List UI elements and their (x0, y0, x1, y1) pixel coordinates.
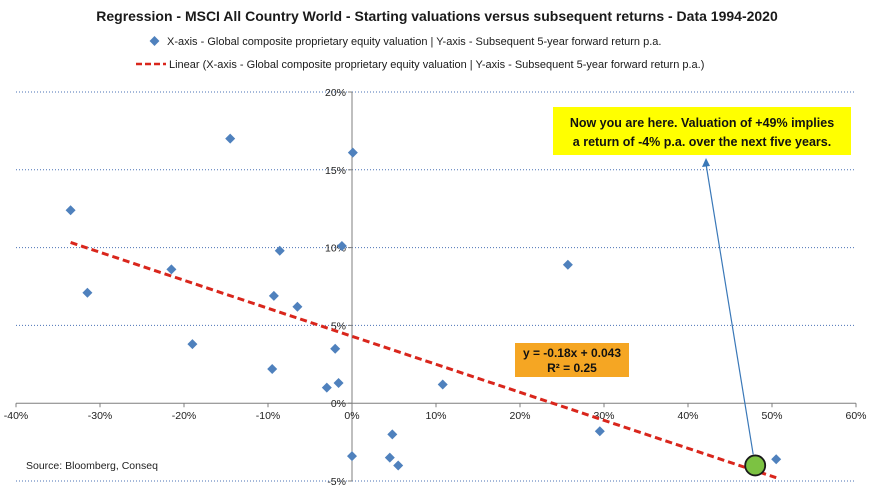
y-tick-label: 20% (325, 87, 346, 99)
x-tick-labels: -40% -30% -20% -10% 0% 10% 20% 30% 40% 50% 60% (4, 410, 867, 422)
data-point (562, 259, 573, 270)
x-tick-label: 10% (425, 410, 446, 422)
arrow-head (702, 158, 710, 167)
data-point (65, 205, 76, 216)
chart-title: Regression - MSCI All Country World - St… (96, 8, 778, 24)
current-position-circle (744, 454, 767, 477)
equation-box: y = -0.18x + 0.043 R² = 0.25 (515, 343, 629, 377)
equation-box-bg (515, 343, 629, 377)
data-point (387, 429, 398, 440)
current-position-marker (744, 454, 767, 477)
data-point (333, 377, 344, 388)
data-point (267, 363, 278, 374)
data-point (330, 343, 341, 354)
data-point (82, 287, 93, 298)
callout-line-2: a return of -4% p.a. over the next five … (573, 135, 831, 149)
data-points (65, 133, 782, 471)
legend-scatter-marker (149, 36, 160, 46)
x-tick-label: -30% (88, 410, 113, 422)
data-point (292, 301, 303, 312)
gridlines (16, 91, 856, 482)
trendline-path (70, 241, 777, 480)
data-point (268, 290, 279, 301)
data-point (336, 241, 347, 252)
data-point (594, 426, 605, 437)
x-tick-label: -10% (256, 410, 281, 422)
x-tick-label: 20% (509, 410, 530, 422)
regression-equation: y = -0.18x + 0.043 (523, 346, 621, 360)
callout-arrow (702, 158, 754, 455)
y-tick-labels: -5%0%5%10%15%20% (325, 87, 346, 488)
legend-scatter-label: X-axis - Global composite proprietary eq… (167, 36, 661, 48)
callout-box (553, 107, 851, 155)
data-point (321, 382, 332, 393)
data-point (393, 460, 404, 471)
r-squared: R² = 0.25 (547, 361, 597, 375)
x-tick-label: 40% (677, 410, 698, 422)
y-tick-label: -5% (327, 476, 346, 488)
arrow-line (705, 163, 754, 455)
trendline (70, 241, 777, 480)
x-tick-label: 0% (344, 410, 359, 422)
data-point (274, 245, 285, 256)
callout-line-1: Now you are here. Valuation of +49% impl… (570, 116, 834, 130)
x-tick-label: 60% (845, 410, 866, 422)
data-point (437, 379, 448, 390)
y-tick-label: 0% (331, 398, 346, 410)
data-point (187, 339, 198, 350)
data-point (347, 451, 357, 462)
data-point (384, 452, 395, 463)
data-point (166, 264, 177, 275)
data-point (347, 147, 358, 158)
x-tick-label: -40% (4, 410, 29, 422)
source-note: Source: Bloomberg, Conseq (26, 460, 158, 472)
legend: X-axis - Global composite proprietary eq… (136, 36, 704, 71)
x-tick-label: -20% (172, 410, 197, 422)
legend-trendline-label: Linear (X-axis - Global composite propri… (169, 59, 704, 71)
data-point (771, 454, 782, 465)
callout: Now you are here. Valuation of +49% impl… (553, 107, 851, 155)
x-tick-label: 50% (761, 410, 782, 422)
y-tick-label: 15% (325, 165, 346, 177)
data-point (225, 133, 236, 144)
